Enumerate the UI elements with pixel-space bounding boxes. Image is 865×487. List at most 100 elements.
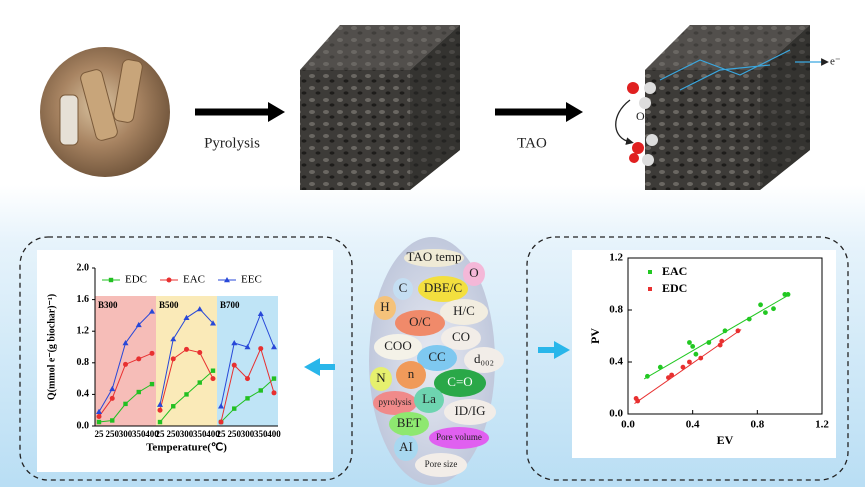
- scatter-point: [680, 364, 686, 370]
- scatter-point: [669, 372, 675, 378]
- feature-bubble: [374, 296, 396, 320]
- oxidized-cube: [645, 25, 810, 190]
- wood-pellets: [59, 59, 143, 146]
- scatter-point: [645, 373, 650, 379]
- marker: [271, 390, 277, 396]
- marker: [171, 404, 176, 409]
- feature-label: CC: [428, 349, 445, 364]
- plot-frame: [627, 257, 823, 415]
- feature-label: d₀₀₂: [474, 351, 494, 366]
- legend-label: EAC: [662, 264, 687, 278]
- scatter-point: [785, 292, 791, 297]
- marker: [157, 401, 163, 407]
- y-tick-label: 0.4: [609, 356, 623, 368]
- marker: [218, 403, 224, 409]
- feature-label: O: [469, 265, 478, 280]
- x-tick-label: 0.8: [750, 419, 764, 431]
- feature-label: Pore size: [425, 459, 458, 469]
- scatter-point: [758, 302, 763, 308]
- feature-bubble: [374, 334, 422, 360]
- marker: [210, 320, 216, 326]
- x-tick-label: 25: [217, 429, 227, 439]
- panel-label: B300: [98, 300, 118, 310]
- legend-label: EEC: [241, 274, 262, 286]
- marker: [136, 356, 142, 362]
- scatter-point: [706, 340, 712, 345]
- y-tick-label: 1.6: [77, 294, 90, 305]
- feature-label: La: [422, 391, 436, 406]
- feature-label: TAO temp: [407, 249, 462, 264]
- arrow-head: [304, 358, 320, 376]
- marker: [218, 419, 224, 425]
- marker: [224, 277, 230, 283]
- marker: [136, 389, 141, 395]
- x-tick-label: 250: [167, 429, 181, 439]
- marker: [271, 344, 277, 350]
- x-tick-label: 400: [206, 429, 220, 439]
- feature-bubble: [440, 299, 488, 325]
- marker: [231, 340, 238, 346]
- feature-label: Pore volume: [436, 432, 482, 442]
- panel-background: [95, 296, 156, 426]
- panel-background: [217, 296, 278, 426]
- feature-bubble: [394, 435, 418, 461]
- scatter-point: [666, 375, 671, 380]
- electron-label: e⁻: [830, 56, 841, 68]
- marker: [196, 306, 203, 312]
- x-tick-label: 400: [267, 429, 281, 439]
- legend-swatch: [648, 270, 652, 274]
- x-tick-label: 300: [241, 429, 255, 439]
- y-tick-label: 1.2: [77, 325, 90, 336]
- y-axis-label: PV: [588, 328, 602, 344]
- scatter-point: [698, 355, 704, 361]
- step-label: TAO: [517, 135, 547, 151]
- marker: [210, 376, 216, 382]
- y-tick-label: 0.8: [609, 304, 623, 316]
- arrow-head: [554, 341, 570, 359]
- feature-label: CO: [452, 329, 470, 344]
- x-axis-label: Temperature(℃): [146, 442, 227, 454]
- marker: [149, 350, 155, 356]
- scatter-point: [693, 351, 699, 357]
- scatter-point: [635, 398, 641, 404]
- arrow-head: [566, 102, 583, 122]
- feature-bubble: [463, 262, 485, 286]
- feature-label: H: [380, 299, 389, 314]
- feature-bubble: [418, 276, 468, 302]
- step-label: Pyrolysis: [204, 135, 260, 151]
- legend-label: EDC: [125, 274, 147, 286]
- feature-label: DBE/C: [424, 280, 462, 295]
- feature-bubble: [370, 367, 392, 391]
- x-tick-label: 300: [180, 429, 194, 439]
- y-tick-label: 0.0: [77, 420, 90, 431]
- feature-label: O/C: [409, 314, 431, 329]
- marker: [170, 356, 176, 362]
- marker: [157, 419, 163, 425]
- x-tick-label: 0.4: [686, 419, 700, 431]
- marker: [123, 361, 128, 367]
- feature-bubble: [395, 310, 445, 336]
- x-axis-label: EV: [717, 433, 734, 447]
- scatter-point: [719, 338, 725, 344]
- dashed-frame: [19, 236, 353, 481]
- marker: [257, 310, 264, 317]
- x-tick-label: 25: [95, 429, 105, 439]
- feature-group: TAO temp O C DBE/C H H/C O/C CO COO CC d₀₀₂ N n C=O py…: [370, 249, 504, 477]
- marker: [149, 381, 155, 387]
- marker: [184, 392, 189, 397]
- feature-label: n: [408, 366, 415, 381]
- functional-groups: [627, 82, 658, 166]
- x-tick-label: 350: [193, 429, 207, 439]
- feature-bubble: [389, 412, 429, 436]
- scatter-point: [722, 328, 728, 334]
- marker: [197, 350, 203, 356]
- scatter-point: [717, 342, 723, 348]
- y-tick-label: 0.8: [77, 357, 90, 368]
- x-tick-label: 300: [119, 429, 133, 439]
- feature-label: ID/IG: [454, 403, 485, 418]
- x-tick-label: 1.2: [815, 419, 829, 431]
- marker: [109, 395, 115, 401]
